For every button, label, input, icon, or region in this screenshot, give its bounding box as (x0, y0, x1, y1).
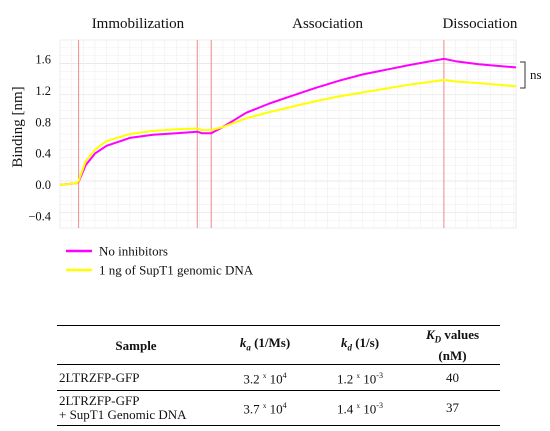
table-row: 2LTRZFP-GFP + SupT1 Genomic DNA 3.7 x 104… (57, 390, 500, 426)
y-tick-label: 0.0 (35, 178, 51, 192)
y-tick-label: 0.8 (35, 115, 51, 129)
y-tick-labels: 1.6 1.2 0.8 0.4 0.0 −0.4 (28, 53, 51, 224)
kd-cell: 1.4 x 10-3 (315, 390, 405, 426)
header-sample: Sample (57, 325, 215, 365)
KD-cell: 37 (405, 390, 500, 426)
table-row: 2LTRZFP-GFP 3.2 x 104 1.2 x 10-3 40 (57, 364, 500, 391)
series-lines (59, 57, 517, 186)
binding-chart: Immobilization Association Dissociation 1.… (10, 16, 542, 278)
table-header-row: Sample ka (1/Ms) kd (1/s) KD values (nM) (57, 325, 500, 365)
ka-cell: 3.7 x 104 (215, 390, 315, 426)
phase-label: Association (292, 16, 363, 32)
ns-label: ns (530, 67, 542, 82)
phase-label: Immobilization (92, 16, 185, 32)
legend-label: No inhibitors (99, 244, 168, 259)
KD-cell: 40 (405, 364, 500, 391)
series-line-2 (59, 79, 517, 186)
sample-cell: 2LTRZFP-GFP (57, 364, 215, 391)
header-KD: KD values (nM) (405, 325, 500, 365)
kinetics-table: Sample ka (1/Ms) kd (1/s) KD values (nM)… (57, 325, 500, 426)
sample-cell: 2LTRZFP-GFP + SupT1 Genomic DNA (57, 390, 215, 426)
y-tick-label: 0.4 (35, 147, 51, 161)
legend: No inhibitors 1 ng of SupT1 genomic DNA (66, 244, 254, 278)
significance-bracket: ns (520, 61, 542, 89)
y-tick-label: 1.6 (35, 53, 51, 67)
y-axis-label: Binding [nm] (10, 86, 26, 167)
phase-label: Dissociation (442, 16, 517, 32)
header-ka: ka (1/Ms) (215, 325, 315, 365)
kd-cell: 1.2 x 10-3 (315, 364, 405, 391)
y-tick-label: 1.2 (35, 84, 51, 98)
legend-label: 1 ng of SupT1 genomic DNA (99, 263, 254, 278)
header-kd: kd (1/s) (315, 325, 405, 365)
y-tick-label: −0.4 (28, 209, 51, 223)
bracket-line (520, 61, 526, 89)
phase-labels: Immobilization Association Dissociation (92, 16, 518, 32)
ka-cell: 3.2 x 104 (215, 364, 315, 391)
